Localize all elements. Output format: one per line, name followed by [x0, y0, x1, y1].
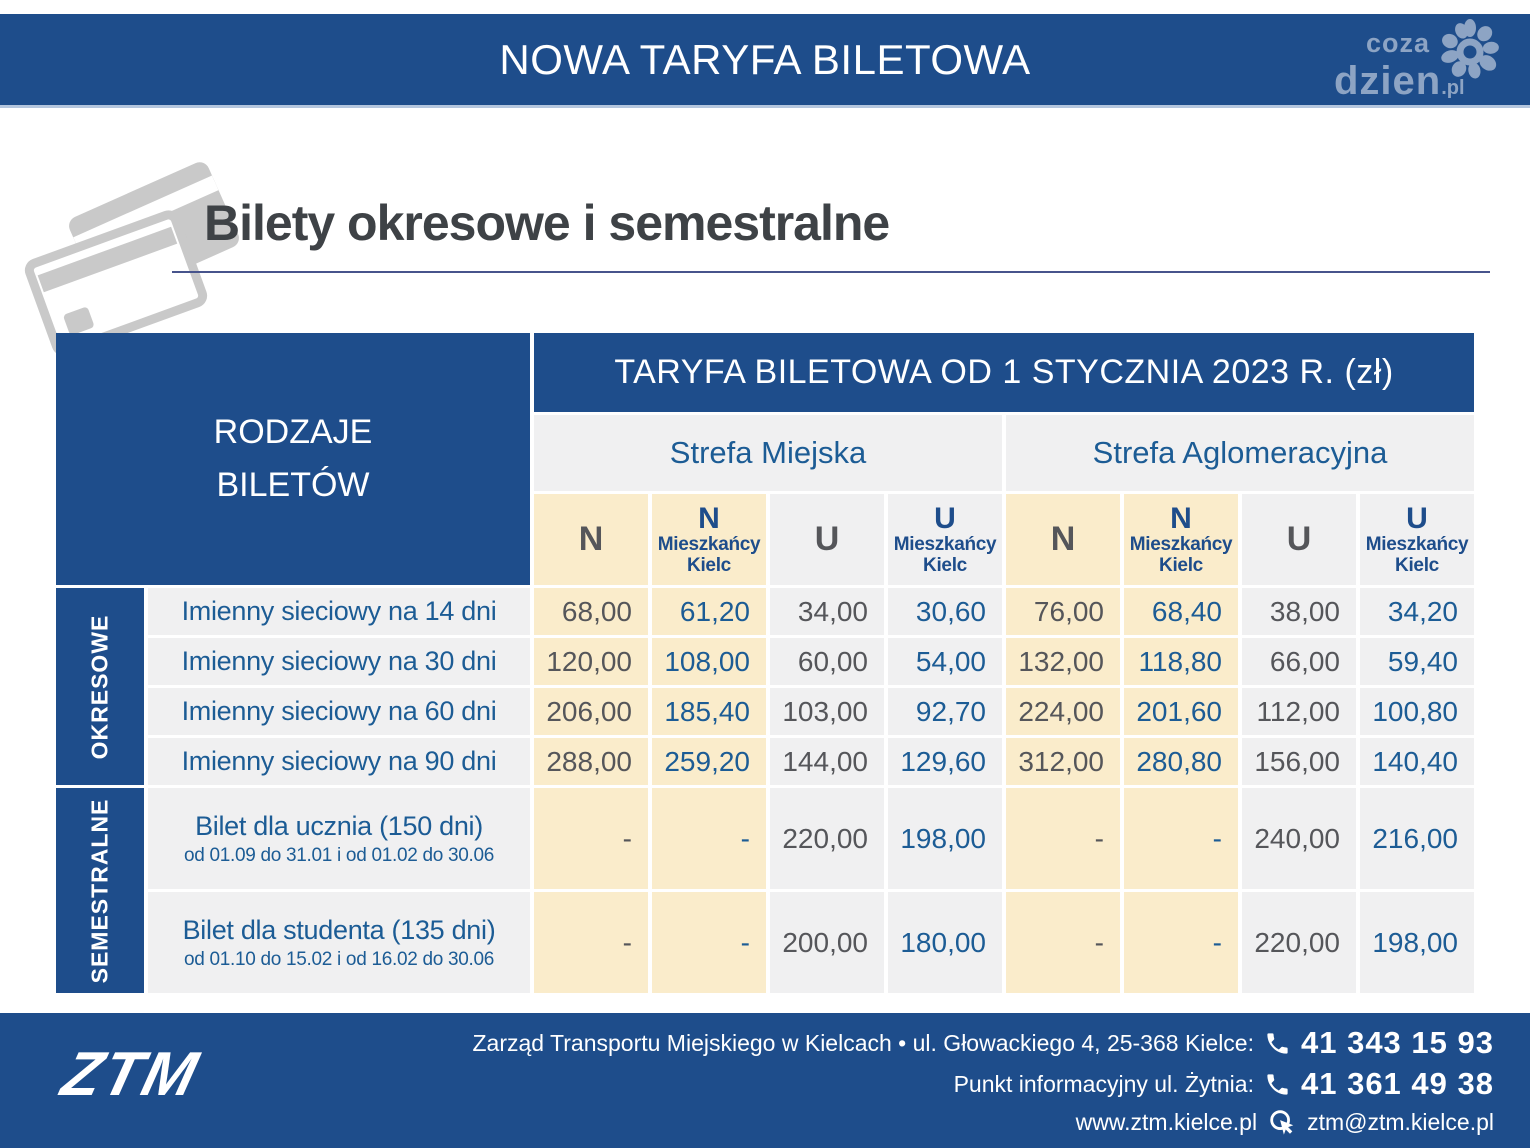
price-cell: 100,80: [1360, 688, 1474, 735]
price-cell: 68,40: [1124, 588, 1238, 635]
cozadzien-logo: coza dzien.pl: [1332, 18, 1504, 106]
phone-number-2: 41 361 49 38: [1300, 1066, 1494, 1101]
price-cell: 180,00: [888, 892, 1002, 993]
footer: ZTM Zarząd Transportu Miejskiego w Kielc…: [0, 1013, 1530, 1148]
price-cell: 120,00: [534, 638, 648, 685]
zone-header-miejska: Strefa Miejska: [534, 415, 1002, 491]
logo-text-dzien: dzien.pl: [1334, 59, 1465, 103]
price-cell: 66,00: [1242, 638, 1356, 685]
column-header: U Mieszkańcy Kielc: [1360, 494, 1474, 585]
price-cell: 312,00: [1006, 738, 1120, 785]
row-label: Bilet dla ucznia (150 dni) od 01.09 do 3…: [148, 788, 530, 889]
column-header: N: [534, 494, 648, 585]
price-cell: -: [1124, 892, 1238, 993]
price-cell: 108,00: [652, 638, 766, 685]
column-header: N Mieszkańcy Kielc: [652, 494, 766, 585]
info-point-text: Punkt informacyjny ul. Żytnia:: [953, 1070, 1254, 1097]
price-cell: 38,00: [1242, 588, 1356, 635]
row-label: Imienny sieciowy na 30 dni: [148, 638, 530, 685]
price-cell: 60,00: [770, 638, 884, 685]
price-cell: 259,20: [652, 738, 766, 785]
price-cell: -: [1006, 788, 1120, 889]
corner-line2: BILETÓW: [216, 466, 370, 504]
price-cell: -: [534, 892, 648, 993]
price-cell: 240,00: [1242, 788, 1356, 889]
group-band-semestralne: SEMESTRALNE: [56, 788, 144, 993]
table-main-header: TARYFA BILETOWA OD 1 STYCZNIA 2023 R. (z…: [534, 333, 1474, 412]
price-cell: 220,00: [1242, 892, 1356, 993]
price-cell: 216,00: [1360, 788, 1474, 889]
column-header: N: [1006, 494, 1120, 585]
corner-line1: RODZAJE: [213, 413, 373, 452]
credit-cards-icon: [21, 159, 243, 359]
price-cell: 280,80: [1124, 738, 1238, 785]
tariff-table: RODZAJE BILETÓW TARYFA BILETOWA OD 1 STY…: [56, 333, 1474, 993]
org-address-text: Zarząd Transportu Miejskiego w Kielcach …: [472, 1029, 1254, 1056]
price-cell: -: [652, 892, 766, 993]
title-underline: [172, 271, 1490, 273]
price-cell: 144,00: [770, 738, 884, 785]
row-label: Imienny sieciowy na 14 dni: [148, 588, 530, 635]
row-label: Imienny sieciowy na 60 dni: [148, 688, 530, 735]
price-cell: 201,60: [1124, 688, 1238, 735]
price-cell: 129,60: [888, 738, 1002, 785]
price-cell: 34,00: [770, 588, 884, 635]
price-cell: -: [1124, 788, 1238, 889]
zone-header-aglomeracyjna: Strefa Aglomeracyjna: [1006, 415, 1474, 491]
price-cell: 68,00: [534, 588, 648, 635]
price-cell: 198,00: [1360, 892, 1474, 993]
column-header: N Mieszkańcy Kielc: [1124, 494, 1238, 585]
email-text: ztm@ztm.kielce.pl: [1307, 1108, 1494, 1135]
price-cell: -: [1006, 892, 1120, 993]
price-cell: 103,00: [770, 688, 884, 735]
price-cell: 156,00: [1242, 738, 1356, 785]
click-cursor-icon: [1267, 1107, 1297, 1137]
price-cell: -: [652, 788, 766, 889]
price-cell: 61,20: [652, 588, 766, 635]
phone-icon: [1264, 1030, 1291, 1057]
price-cell: 185,40: [652, 688, 766, 735]
price-cell: 132,00: [1006, 638, 1120, 685]
banner-title: NOWA TARYFA BILETOWA: [499, 35, 1031, 83]
group-band-okresowe: OKRESOWE: [56, 588, 144, 785]
price-cell: 54,00: [888, 638, 1002, 685]
price-cell: 198,00: [888, 788, 1002, 889]
logo-text-coza: coza: [1365, 28, 1430, 58]
price-cell: 118,80: [1124, 638, 1238, 685]
corner-header: RODZAJE BILETÓW: [56, 333, 530, 585]
row-label: Bilet dla studenta (135 dni) od 01.10 do…: [148, 892, 530, 993]
phone-icon: [1264, 1071, 1291, 1098]
contact-line-2: Punkt informacyjny ul. Żytnia: 41 361 49…: [954, 1066, 1494, 1102]
column-header: U: [1242, 494, 1356, 585]
price-cell: 140,40: [1360, 738, 1474, 785]
price-cell: 76,00: [1006, 588, 1120, 635]
contact-block: Zarząd Transportu Miejskiego w Kielcach …: [473, 1025, 1495, 1137]
price-cell: 59,40: [1360, 638, 1474, 685]
price-cell: 224,00: [1006, 688, 1120, 735]
contact-line-1: Zarząd Transportu Miejskiego w Kielcach …: [473, 1025, 1495, 1061]
phone-number-1: 41 343 15 93: [1300, 1025, 1494, 1060]
price-cell: 288,00: [534, 738, 648, 785]
website-text: www.ztm.kielce.pl: [1075, 1108, 1258, 1135]
price-cell: 220,00: [770, 788, 884, 889]
sun-icon: [1441, 19, 1499, 79]
price-cell: -: [534, 788, 648, 889]
page-title: Bilety okresowe i semestralne: [204, 195, 890, 251]
price-cell: 200,00: [770, 892, 884, 993]
top-banner: NOWA TARYFA BILETOWA: [0, 14, 1530, 108]
column-header: U Mieszkańcy Kielc: [888, 494, 1002, 585]
price-cell: 30,60: [888, 588, 1002, 635]
price-cell: 112,00: [1242, 688, 1356, 735]
price-cell: 92,70: [888, 688, 1002, 735]
column-header: U: [770, 494, 884, 585]
price-cell: 34,20: [1360, 588, 1474, 635]
ztm-logo: ZTM: [55, 1040, 206, 1109]
price-cell: 206,00: [534, 688, 648, 735]
row-label: Imienny sieciowy na 90 dni: [148, 738, 530, 785]
contact-line-3: www.ztm.kielce.pl ztm@ztm.kielce.pl: [1076, 1107, 1494, 1137]
